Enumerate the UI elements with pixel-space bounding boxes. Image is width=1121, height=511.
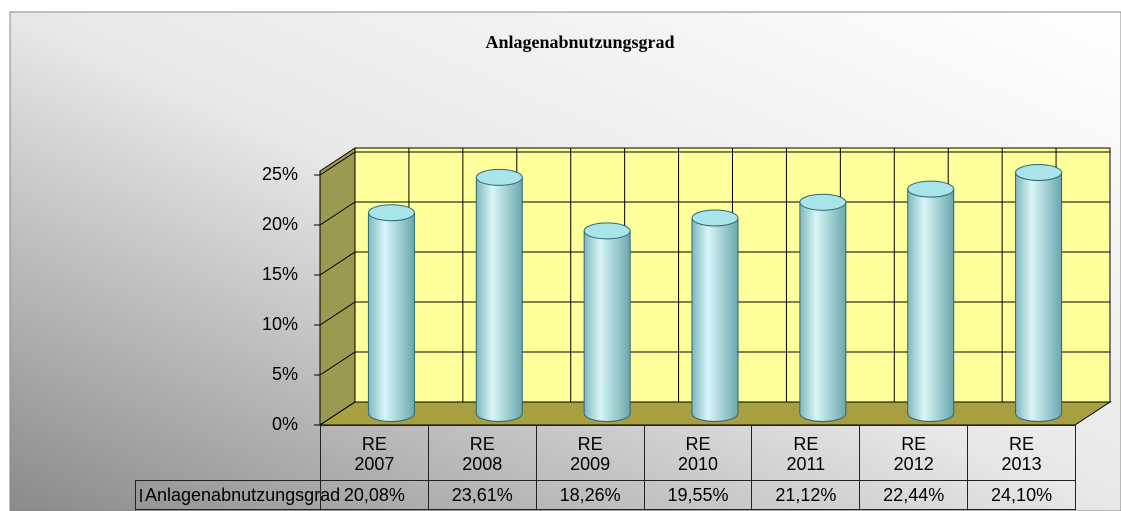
cylinder <box>907 180 955 422</box>
value-label: 19,55% <box>643 480 753 510</box>
cylinder-body <box>583 230 631 422</box>
legend-label: Anlagenabnutzungsgrad <box>145 485 341 505</box>
cylinder <box>583 222 631 422</box>
chart-title: Anlagenabnutzungsgrad <box>485 32 674 52</box>
x-tick-label: RE 2007 <box>320 425 429 481</box>
y-tick-label: 15% <box>262 264 298 284</box>
y-tick-label: 10% <box>262 314 298 334</box>
cylinder-top <box>367 204 415 222</box>
y-tick-label: 0% <box>272 414 298 434</box>
cylinder-top <box>799 193 847 211</box>
side-wall <box>319 147 356 426</box>
cylinder-top <box>475 168 523 186</box>
grid-line <box>319 151 1110 176</box>
legend-swatch <box>140 488 142 502</box>
cylinder-body <box>475 176 523 422</box>
grid-line <box>319 201 1110 226</box>
cylinder <box>799 193 847 422</box>
cylinder-body <box>907 188 955 422</box>
cylinder-body <box>1015 172 1063 422</box>
cylinder-body <box>799 201 847 422</box>
cylinder-body <box>367 212 415 422</box>
value-label: 24,10% <box>967 480 1076 510</box>
y-tick-label: 25% <box>262 164 298 184</box>
cylinder-top <box>907 180 955 198</box>
x-tick-label: RE 2009 <box>535 425 645 481</box>
x-tick-label: RE 2008 <box>427 425 537 481</box>
grid-line <box>319 301 1110 326</box>
legend-cell: Anlagenabnutzungsgrad <box>135 480 340 510</box>
y-tick-label: 20% <box>262 214 298 234</box>
cylinder <box>691 209 739 422</box>
cylinder <box>367 204 415 422</box>
grid-line <box>319 401 1110 426</box>
x-tick-label: RE 2011 <box>751 425 861 481</box>
y-tick-label: 5% <box>272 364 298 384</box>
cylinder-top <box>583 222 631 240</box>
grid-line <box>319 251 1110 276</box>
value-label: 23,61% <box>427 480 537 510</box>
value-label: 18,26% <box>535 480 645 510</box>
cylinder-top <box>1015 164 1063 181</box>
cylinder <box>475 168 523 422</box>
x-tick-label: RE 2013 <box>967 425 1076 481</box>
value-label: 21,12% <box>751 480 861 510</box>
x-tick-label: RE 2012 <box>859 425 969 481</box>
x-tick-label: RE 2010 <box>643 425 753 481</box>
grid-line <box>319 351 1110 376</box>
cylinder-body <box>691 217 739 422</box>
value-label: 22,44% <box>859 480 969 510</box>
cylinder <box>1015 164 1063 422</box>
cylinder-top <box>691 209 739 227</box>
